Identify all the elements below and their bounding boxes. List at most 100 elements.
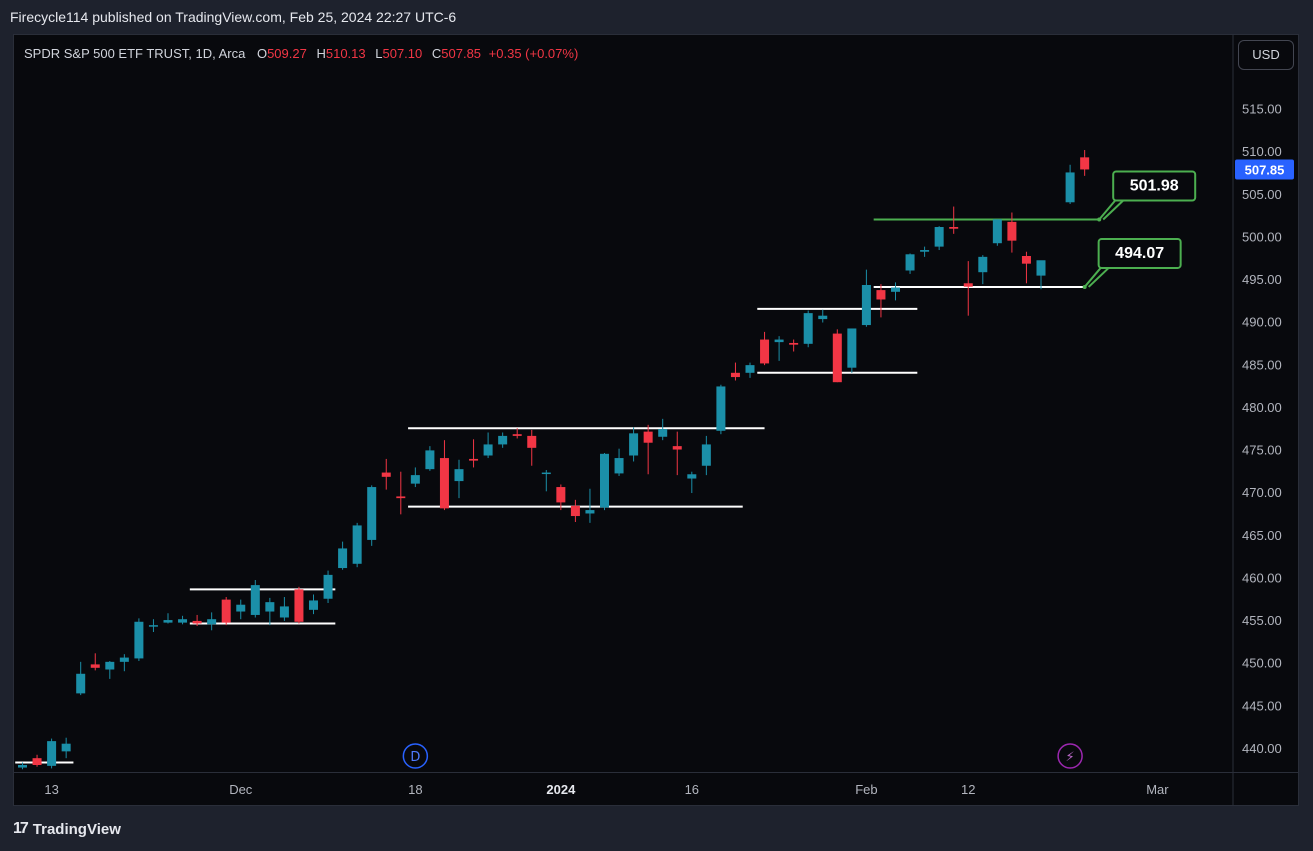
publish-info: Firecycle114 published on TradingView.co… xyxy=(10,9,457,25)
y-tick-label: 445.00 xyxy=(1242,698,1282,713)
candle-body xyxy=(905,254,915,271)
legend-open-label: O xyxy=(256,46,268,61)
x-tick-label: 18 xyxy=(408,782,422,797)
candle-body xyxy=(338,548,348,569)
candle-body xyxy=(760,339,770,364)
candle-body xyxy=(745,365,755,373)
callout-label: 494.07 xyxy=(1115,245,1164,262)
legend-change: +0.35 (+0.07%) xyxy=(488,46,579,61)
candle-body xyxy=(818,315,828,320)
candle-body xyxy=(585,510,595,514)
callout-leader xyxy=(1098,199,1116,221)
candle-body xyxy=(18,765,27,768)
candle-body xyxy=(891,287,900,292)
candle-body xyxy=(498,435,508,445)
x-tick-label: 2024 xyxy=(546,782,576,797)
y-tick-label: 465.00 xyxy=(1242,528,1282,543)
candle-body xyxy=(527,435,537,448)
candle-body xyxy=(1080,157,1090,170)
callout-box xyxy=(1097,237,1182,269)
candle-body xyxy=(294,589,304,622)
y-tick-label: 485.00 xyxy=(1242,357,1282,372)
candle-body xyxy=(105,661,115,670)
callout-leader xyxy=(1102,199,1124,221)
candle-body xyxy=(381,472,391,477)
candle-body xyxy=(716,386,726,431)
candle-body xyxy=(148,625,158,627)
lightning-icon: ⚡ xyxy=(1066,750,1075,765)
earnings-marker[interactable] xyxy=(1057,743,1083,769)
currency-button[interactable]: USD xyxy=(1238,40,1294,70)
candle-body xyxy=(934,227,944,247)
dividend-marker[interactable] xyxy=(402,743,429,769)
candle-body xyxy=(323,574,333,599)
candle-body xyxy=(454,469,464,482)
candle-body xyxy=(672,446,682,450)
last-price-label: 507.85 xyxy=(1245,162,1285,177)
x-tick-label: 13 xyxy=(44,782,58,797)
callout-label: 501.98 xyxy=(1130,178,1179,195)
candle-body xyxy=(832,333,842,383)
candle-body xyxy=(789,342,799,345)
y-tick-label: 510.00 xyxy=(1242,144,1282,159)
candle-body xyxy=(701,444,711,466)
candle-body xyxy=(978,256,988,273)
chart-legend: SPDR S&P 500 ETF TRUST, 1D, Arca O509.27… xyxy=(24,46,578,61)
callout-anchor xyxy=(1097,217,1102,222)
y-tick-label: 495.00 xyxy=(1242,272,1282,287)
dividend-icon: D xyxy=(410,750,420,765)
legend-low-value: 507.10 xyxy=(382,46,423,61)
tradingview-brand: TradingView xyxy=(32,820,121,838)
candle-body xyxy=(90,664,100,668)
x-tick-label: Dec xyxy=(229,782,253,797)
tradingview-logo[interactable]: 17 TradingView xyxy=(13,820,121,838)
candle-body xyxy=(920,250,930,252)
y-tick-label: 470.00 xyxy=(1242,485,1282,500)
candle-body xyxy=(469,458,479,461)
candle-body xyxy=(643,431,653,443)
candle-body xyxy=(279,606,289,618)
candle-body xyxy=(352,525,362,564)
callout-box xyxy=(1112,170,1197,202)
legend-close-value: 507.85 xyxy=(441,46,482,61)
candle-body xyxy=(963,283,973,287)
candle-body xyxy=(178,619,188,623)
legend-symbol: SPDR S&P 500 ETF TRUST, 1D, Arca xyxy=(24,46,246,61)
candle-body xyxy=(221,599,231,623)
candle-body xyxy=(556,487,566,503)
candle-body xyxy=(47,741,57,766)
candle-body xyxy=(367,487,377,540)
candle-body xyxy=(425,450,435,470)
legend-close-label: C xyxy=(431,46,442,61)
candle-body xyxy=(207,619,217,625)
candle-body xyxy=(265,602,275,612)
x-tick-label: Feb xyxy=(855,782,877,797)
candle-body xyxy=(119,657,129,662)
candle-body xyxy=(1007,221,1017,241)
tradingview-logo-icon: 17 xyxy=(13,820,29,837)
y-tick-label: 500.00 xyxy=(1242,229,1282,244)
x-tick-label: 16 xyxy=(685,782,699,797)
callout-leader xyxy=(1083,267,1102,288)
publish-bar: Firecycle114 published on TradingView.co… xyxy=(0,0,1313,34)
candle-body xyxy=(876,290,886,300)
candle-body xyxy=(236,604,246,612)
plot-area: 501.98 494.07 xyxy=(15,150,1197,770)
candle-body xyxy=(614,458,624,474)
y-tick-label: 515.00 xyxy=(1242,102,1282,117)
legend-open-value: 509.27 xyxy=(267,46,307,61)
y-tick-label: 450.00 xyxy=(1242,656,1282,671)
y-tick-label: 505.00 xyxy=(1242,187,1282,202)
candle-body xyxy=(687,474,697,479)
candle-body xyxy=(774,339,784,343)
y-tick-label: 480.00 xyxy=(1242,400,1282,415)
candle-body xyxy=(1065,172,1075,203)
candle-body xyxy=(396,496,406,499)
candle-body xyxy=(803,313,813,344)
candle-body xyxy=(61,743,71,752)
candle-body xyxy=(32,758,42,766)
candle-body xyxy=(658,429,668,437)
y-tick-label: 460.00 xyxy=(1242,570,1282,585)
candle-body xyxy=(250,585,260,615)
